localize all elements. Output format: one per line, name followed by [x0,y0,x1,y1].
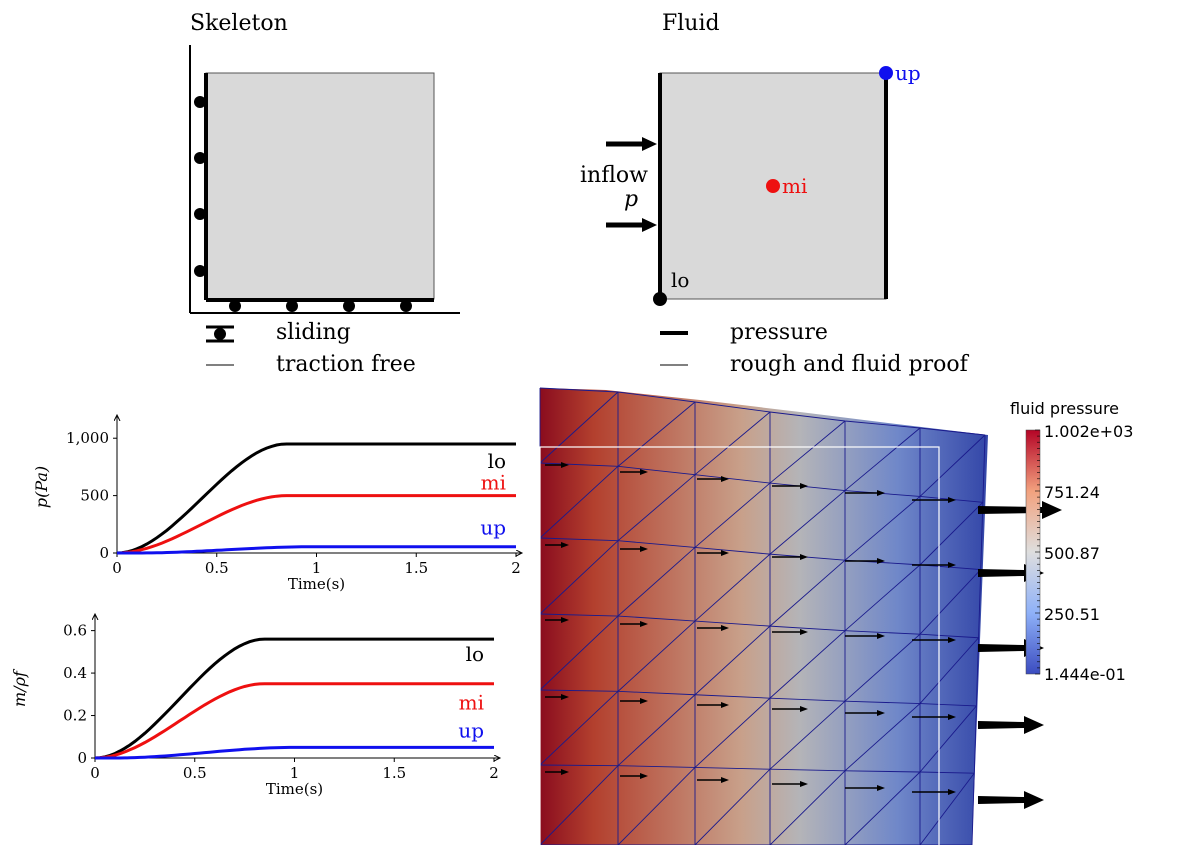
legend-traction-free-label: traction free [276,352,416,377]
x-axis-label: Time(s) [266,780,323,798]
fluid-title: Fluid [662,11,720,36]
sliding-legend-icon [206,325,234,343]
x-tick-label: 1.5 [404,559,428,577]
series-up-label: up [480,516,506,540]
skeleton-panel: Skeleton sliding traction free [189,11,460,377]
point-mi-marker [766,179,780,193]
deformed-mesh-domain [540,388,988,845]
series-mi-label: mi [481,471,506,495]
series-up-line [117,545,516,555]
series-mi-line [94,682,494,760]
y-axis-label: p(Pa) [32,466,51,508]
pressure-field [539,387,1062,845]
skeleton-title: Skeleton [190,11,288,36]
skeleton-domain [205,72,435,300]
x-tick-label: 2 [511,559,521,577]
series-up-label: up [458,718,484,742]
inflow-p-symbol: p [624,187,638,212]
point-lo-marker [653,292,667,306]
y-tick-label: 0 [99,544,109,562]
colorbar-tick-3: 250.51 [1044,605,1100,624]
x-axis-label: Time(s) [288,575,345,593]
x-tick-label: 0.5 [205,559,229,577]
x-tick-label: 1 [290,764,300,782]
roller-supports [194,96,412,312]
x-tick-label: 1 [312,559,322,577]
colorbar-tick-1: 751.24 [1044,483,1100,502]
legend-sliding-label: sliding [276,320,351,345]
x-tick-label: 2 [489,764,499,782]
point-up-label: up [895,61,921,85]
x-tick-label: 1.5 [382,764,406,782]
series-lo-line [94,637,494,760]
fluid-panel: Fluid inflow p up mi lo pressure rough a… [580,11,970,377]
x-tick-label: 0.5 [183,764,207,782]
colorbar-tick-2: 500.87 [1044,544,1100,563]
y-axis-label: m/ρf [10,668,29,707]
colorbar-tick-4: 1.444e-01 [1044,665,1126,684]
colorbar-minor-ticks [1035,429,1040,675]
y-tick-label: 500 [80,487,109,505]
x-tick-label: 0 [112,559,122,577]
series-mi-label: mi [459,691,484,715]
inflow-label: inflow [580,163,648,188]
legend-rough-label: rough and fluid proof [730,352,970,377]
colorbar-title: fluid pressure [1010,399,1119,418]
point-lo-label: lo [671,268,689,292]
y-tick-label: 0.2 [63,707,87,725]
y-tick-label: 0 [77,749,87,767]
undeformed-outline [539,446,940,845]
y-tick-label: 0.6 [63,622,87,640]
colorbar: fluid pressure 1.002e+03 751.24 500.87 2… [1010,399,1133,684]
series-lo-line [116,442,516,555]
series-lo-label: lo [488,449,506,473]
point-up-marker [879,66,893,80]
y-tick-label: 1,000 [66,429,109,447]
legend-pressure-label: pressure [730,320,828,345]
series-lo-label: lo [466,642,484,666]
series-mi-line [116,494,516,555]
mass-chart: 0 0.5 1 1.5 2 0 0.2 0.4 0.6 Time(s) m/ρf lo mi up [10,614,500,798]
colorbar-tick-0: 1.002e+03 [1044,422,1133,441]
x-tick-label: 0 [90,764,100,782]
mesh-lines [539,387,986,845]
inflow-arrows [606,137,657,232]
point-mi-label: mi [782,174,807,198]
y-tick-label: 0.4 [63,664,87,682]
series-up-line [95,745,494,760]
